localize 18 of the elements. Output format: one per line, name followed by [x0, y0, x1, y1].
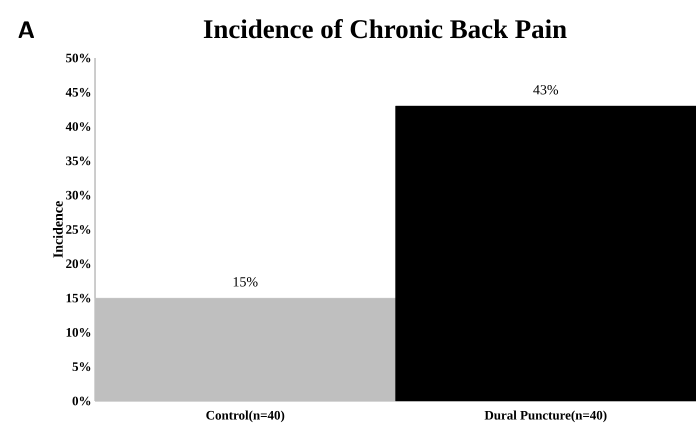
- y-tick-label: 45%: [66, 88, 90, 97]
- y-tick-label: 15%: [66, 294, 90, 302]
- y-tick-label: 0%: [72, 396, 90, 406]
- y-tick-label: 20%: [66, 259, 90, 268]
- y-tick-label: 25%: [66, 225, 90, 234]
- x-tick-label: Control(n=40): [206, 410, 284, 422]
- text: A: [18, 21, 34, 38]
- data-label: 43%: [533, 85, 558, 94]
- y-tick-label: 50%: [66, 54, 90, 62]
- x-tick-label: Dural Puncture(n=40): [484, 410, 607, 422]
- y-tick-label: 5%: [72, 362, 90, 372]
- y-tick-label: 30%: [66, 190, 90, 200]
- y-tick-label: 40%: [66, 122, 90, 131]
- data-label: 15%: [234, 277, 258, 287]
- y-tick-label: 10%: [66, 328, 90, 337]
- chart-title: Incidence of Chronic Back Pain: [204, 19, 567, 38]
- y-axis-title: Incidence: [52, 201, 63, 258]
- y-tick-label: 35%: [66, 156, 90, 166]
